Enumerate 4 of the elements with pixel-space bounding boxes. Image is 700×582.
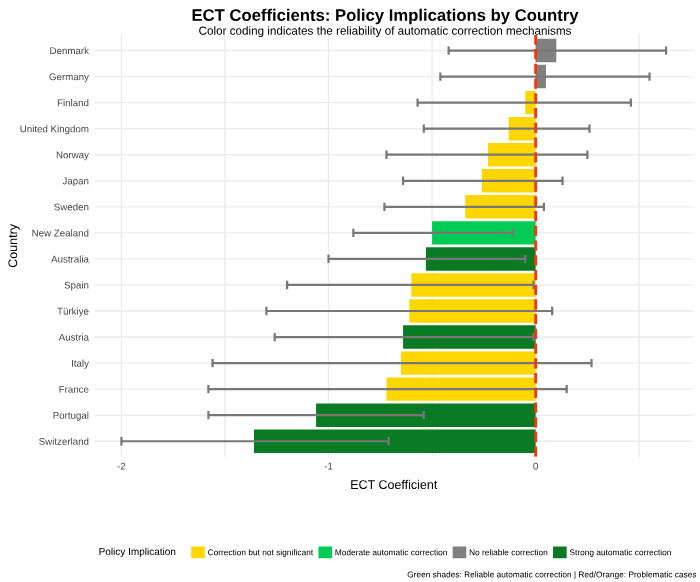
bar [425,247,536,271]
chart-title: ECT Coefficients: Policy Implications by Country [192,8,579,25]
bar [403,325,536,349]
bar [432,221,536,245]
